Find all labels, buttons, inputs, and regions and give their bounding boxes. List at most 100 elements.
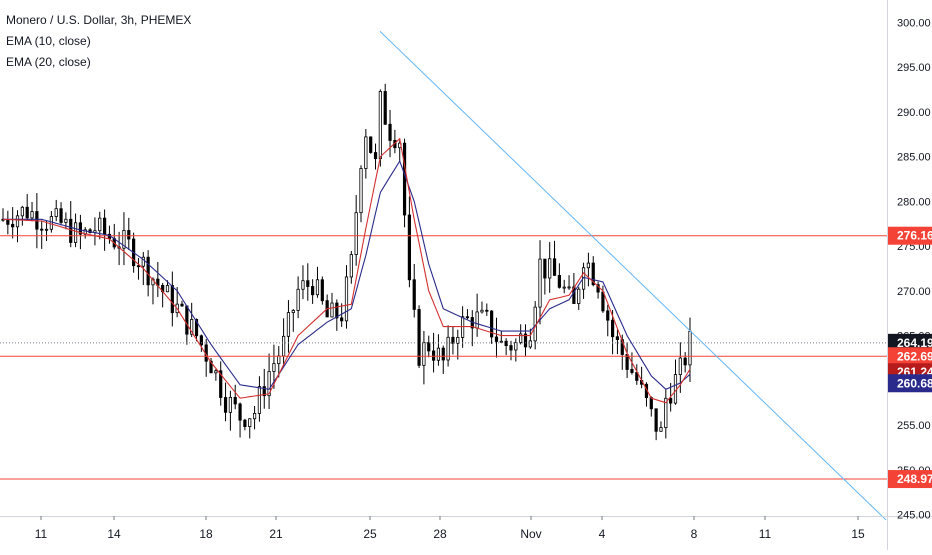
candle-body (683, 357, 687, 366)
candle-body (238, 403, 242, 421)
candle-body (591, 262, 595, 286)
y-tick-label: 245.00 (897, 510, 931, 522)
candle-body (504, 340, 508, 347)
x-tick-label: 25 (363, 527, 377, 541)
candle-body (688, 330, 692, 366)
candle-body (136, 265, 141, 268)
candle-body (190, 319, 194, 335)
candle-body (664, 397, 668, 428)
candle-body (6, 219, 10, 225)
candle-body (301, 280, 305, 290)
candle-body (567, 286, 571, 289)
candle-body (11, 223, 15, 228)
candle-body (519, 333, 523, 343)
candle-body (552, 258, 557, 276)
candle-body (528, 340, 532, 348)
candle-body (340, 317, 344, 322)
candle-body (514, 342, 518, 351)
candle-body (73, 222, 78, 243)
candle-body (320, 279, 324, 302)
candle-body (354, 212, 358, 255)
candle-body (490, 310, 494, 338)
candle-body (185, 305, 189, 335)
candle-body (180, 303, 184, 307)
candle-body (388, 123, 392, 141)
candle-body (54, 208, 58, 217)
candle-body (233, 396, 237, 405)
candle-body (441, 347, 445, 361)
candle-body (49, 216, 53, 230)
candle-body (446, 336, 450, 361)
price-tag-ema20 (888, 374, 932, 393)
candle-body (127, 230, 131, 240)
candle-body (286, 312, 291, 337)
candle-body (557, 275, 561, 288)
candle-body (282, 335, 286, 357)
candle-body (586, 262, 591, 269)
candle-body (122, 230, 126, 249)
candle-body (678, 357, 682, 375)
y-tick-label: 270.00 (897, 286, 931, 298)
candle-body (98, 217, 102, 232)
candle-body (523, 333, 528, 348)
candle-body (615, 336, 620, 341)
candle-body (402, 142, 407, 216)
candle-body (659, 427, 663, 432)
candle-body (335, 302, 339, 319)
price-tag-label: 260.68 (897, 376, 932, 390)
legend-ema20[interactable]: EMA (20, close) (6, 55, 91, 69)
candle-body (272, 363, 276, 372)
candle-body (291, 310, 295, 314)
x-tick-label: 28 (433, 527, 447, 541)
x-tick-label: 4 (599, 527, 606, 541)
candle-body (315, 279, 320, 296)
legend-symbol[interactable]: Monero / U.S. Dollar, 3h, PHEMEX (6, 13, 192, 27)
candle-body (252, 412, 257, 420)
candle-body (25, 206, 29, 219)
candle-body (431, 350, 436, 361)
price-tag-level (888, 470, 932, 489)
price-tag-label: 264.19 (897, 336, 932, 350)
candle-body (669, 397, 673, 404)
x-tick-label: 11 (35, 527, 48, 541)
candles-layer (1, 83, 692, 441)
candle-body (44, 228, 49, 231)
candle-body (407, 214, 411, 281)
candle-body (577, 288, 581, 304)
candle-body (141, 256, 145, 267)
y-tick-label: 290.00 (897, 107, 931, 119)
candle-body (499, 340, 503, 343)
legend-ema10[interactable]: EMA (10, close) (6, 34, 91, 48)
candle-body (102, 217, 107, 235)
candle-body (30, 211, 34, 219)
candle-body (548, 258, 552, 279)
candle-body (330, 302, 334, 318)
candle-body (311, 286, 315, 296)
candle-body (69, 218, 73, 243)
y-tick-label: 285.00 (897, 152, 931, 164)
candle-body (538, 258, 542, 308)
candle-body (219, 370, 223, 398)
candle-body (15, 215, 20, 228)
candle-body (422, 342, 426, 366)
y-tick-label: 280.00 (897, 196, 931, 208)
trendline (379, 30, 887, 521)
candle-body (417, 308, 421, 366)
ema10-line (2, 137, 691, 404)
candle-body (630, 369, 634, 373)
candle-body (475, 311, 479, 329)
candle-body (214, 370, 218, 374)
candle-body (257, 386, 262, 414)
candle-body (673, 374, 678, 404)
candle-body (228, 396, 232, 413)
x-tick-label: 14 (107, 527, 121, 541)
candle-body (64, 218, 68, 223)
candle-body (485, 309, 489, 312)
ema20-line (3, 159, 691, 390)
candle-body (349, 254, 353, 278)
y-tick-label: 300.00 (897, 17, 931, 29)
candle-body (596, 284, 600, 293)
